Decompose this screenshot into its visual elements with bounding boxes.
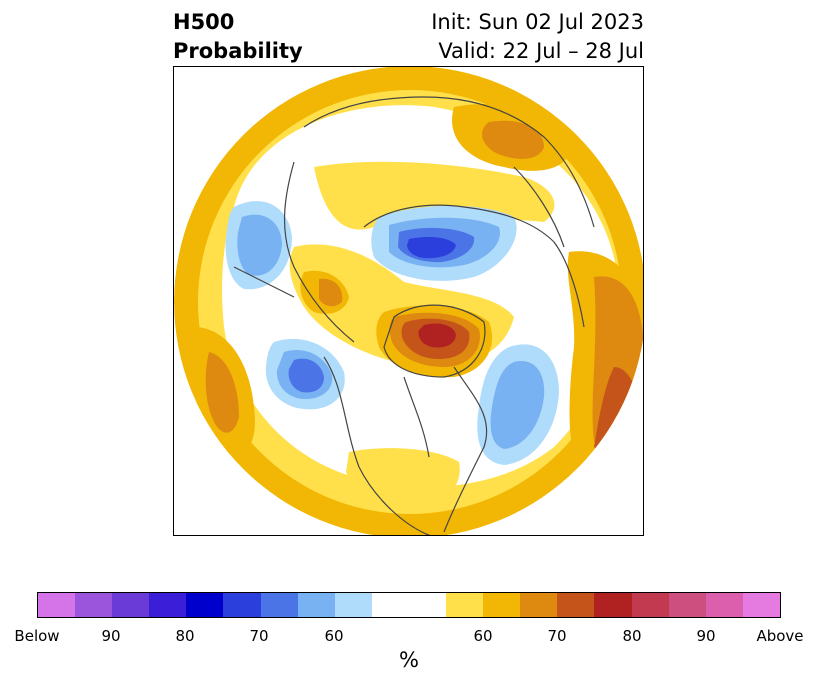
- colorbar-tick-label: 90: [101, 627, 121, 645]
- colorbar-tick-label: 60: [324, 627, 344, 645]
- title-variable: H500: [173, 10, 235, 34]
- colorbar-tick-label: 80: [622, 627, 642, 645]
- colorbar-swatch: [112, 593, 150, 617]
- colorbar-swatch: [297, 593, 335, 617]
- valid-range: Valid: 22 Jul – 28 Jul: [438, 39, 644, 63]
- probability-field: [174, 67, 643, 535]
- colorbar-swatch: [186, 593, 224, 617]
- colorbar-swatch: [371, 593, 447, 617]
- colorbar-swatch: [334, 593, 372, 617]
- init-date: Init: Sun 02 Jul 2023: [431, 10, 644, 34]
- colorbar-swatch: [594, 593, 632, 617]
- colorbar-swatch: [631, 593, 669, 617]
- colorbar-unit: %: [399, 648, 419, 672]
- colorbar-tick-label: Below: [14, 627, 60, 645]
- colorbar-swatch: [668, 593, 706, 617]
- colorbar-tick-label: 60: [473, 627, 493, 645]
- colorbar-tick-label: Above: [756, 627, 804, 645]
- colorbar-swatch: [38, 593, 76, 617]
- colorbar-tick-label: 90: [696, 627, 716, 645]
- yukon-dark-orange: [319, 278, 343, 307]
- title-right: Init: Sun 02 Jul 2023 Valid: 22 Jul – 28…: [431, 8, 644, 66]
- colorbar-tick-label: 70: [249, 627, 269, 645]
- colorbar-swatch: [149, 593, 187, 617]
- colorbar-tick-label: 80: [175, 627, 195, 645]
- goa-below-80: [288, 358, 324, 393]
- colorbar-tick-label: 70: [547, 627, 567, 645]
- colorbar-swatch: [483, 593, 521, 617]
- colorbar-swatch: [446, 593, 484, 617]
- map-panel: [173, 66, 644, 536]
- title-product: Probability: [173, 39, 303, 63]
- natl-below-70: [490, 361, 545, 449]
- barents-below-80: [407, 237, 456, 259]
- colorbar-swatch: [520, 593, 558, 617]
- colorbar-swatch: [75, 593, 113, 617]
- colorbar: [37, 592, 781, 618]
- probability-map: [174, 67, 643, 535]
- west-dark-orange-area: [205, 352, 239, 433]
- nw-pacific-below-70: [237, 214, 282, 276]
- title-left: H500 Probability: [173, 8, 303, 66]
- colorbar-swatch: [223, 593, 261, 617]
- siberia-dark-orange-area: [482, 120, 544, 159]
- colorbar-swatch: [705, 593, 743, 617]
- colorbar-swatch: [260, 593, 298, 617]
- colorbar-swatch: [742, 593, 780, 617]
- colorbar-swatch: [557, 593, 595, 617]
- coastlines: [233, 96, 595, 535]
- greenland-red-core: [418, 323, 456, 348]
